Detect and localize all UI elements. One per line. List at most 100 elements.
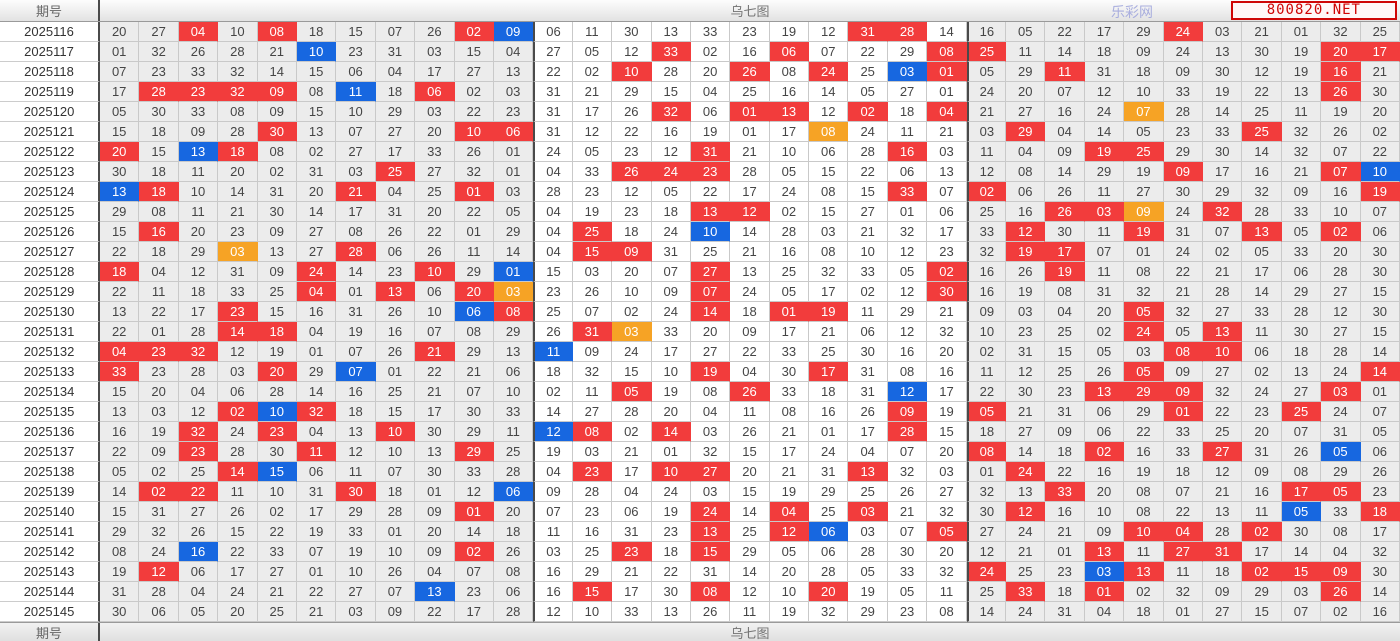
red-ball-cell: 08 bbox=[493, 302, 534, 322]
number-cell: 10 bbox=[375, 542, 416, 562]
number-cell: 21 bbox=[218, 202, 258, 222]
red-ball-cell: 27 bbox=[690, 462, 731, 482]
number-cell: 08 bbox=[493, 562, 534, 582]
period-cell: 2025121 bbox=[0, 122, 100, 142]
watermark-text: 乐彩网 bbox=[1111, 4, 1153, 20]
number-cell: 13 bbox=[927, 162, 967, 182]
number-cell: 16 bbox=[887, 342, 928, 362]
number-cell: 33 bbox=[1321, 502, 1361, 522]
number-cell: 03 bbox=[572, 262, 613, 282]
number-cell: 15 bbox=[100, 502, 140, 522]
number-cell: 06 bbox=[927, 202, 967, 222]
number-cell: 28 bbox=[848, 542, 888, 562]
number-cell: 04 bbox=[533, 222, 573, 242]
period-cell: 2025131 bbox=[0, 322, 100, 342]
number-cell: 06 bbox=[690, 102, 731, 122]
number-cell: 25 bbox=[966, 202, 1007, 222]
number-cell: 19 bbox=[769, 602, 810, 622]
number-cell: 19 bbox=[336, 542, 376, 562]
red-ball-cell: 04 bbox=[296, 282, 337, 302]
red-ball-cell: 23 bbox=[257, 422, 297, 442]
number-cell: 29 bbox=[178, 242, 219, 262]
red-ball-cell: 15 bbox=[1281, 562, 1322, 582]
number-cell: 31 bbox=[1321, 422, 1361, 442]
number-cell: 01 bbox=[1163, 602, 1204, 622]
number-cell: 22 bbox=[690, 182, 731, 202]
period-cell: 2025145 bbox=[0, 602, 100, 622]
number-cell: 27 bbox=[1006, 102, 1046, 122]
number-cell: 32 bbox=[218, 62, 258, 82]
red-ball-cell: 15 bbox=[572, 242, 613, 262]
table-row: 2025120 05 30 33 08 09 15 10 29 03 22 23 31 17 26 32 06 0… bbox=[0, 102, 1400, 122]
number-cell: 07 bbox=[100, 62, 140, 82]
red-ball-cell: 02 bbox=[927, 262, 967, 282]
number-cell: 29 bbox=[730, 542, 770, 562]
period-cell: 2025128 bbox=[0, 262, 100, 282]
number-cell: 17 bbox=[1242, 262, 1282, 282]
table-row: 2025131 22 01 28 14 18 04 19 16 07 08 29 26 31 03 33 20 0… bbox=[0, 322, 1400, 342]
number-cell: 30 bbox=[415, 422, 455, 442]
chart-title: 乌七图 bbox=[730, 4, 770, 19]
number-cell: 27 bbox=[375, 122, 416, 142]
number-cell: 29 bbox=[1321, 462, 1361, 482]
number-cell: 03 bbox=[966, 122, 1007, 142]
red-ball-cell: 31 bbox=[1203, 542, 1243, 562]
number-cell: 30 bbox=[1360, 262, 1400, 282]
table-row: 2025141 29 32 26 15 22 19 33 01 20 14 18 11 16 31 23 13 2… bbox=[0, 522, 1400, 542]
number-cell: 20 bbox=[415, 522, 455, 542]
number-cell: 28 bbox=[1321, 342, 1361, 362]
number-cell: 33 bbox=[572, 162, 613, 182]
table-row: 2025129 22 11 18 33 25 04 01 13 06 20 03 23 26 10 09 07 2… bbox=[0, 282, 1400, 302]
table-row: 2025140 15 31 27 26 02 17 29 28 09 01 20 07 23 06 19 24 1… bbox=[0, 502, 1400, 522]
number-cell: 21 bbox=[769, 422, 810, 442]
number-cell: 07 bbox=[1203, 222, 1243, 242]
red-ball-cell: 24 bbox=[690, 502, 731, 522]
red-ball-cell: 19 bbox=[809, 302, 849, 322]
number-cell: 26 bbox=[178, 42, 219, 62]
number-cell: 28 bbox=[178, 322, 219, 342]
number-cell: 25 bbox=[1045, 322, 1085, 342]
number-cell: 22 bbox=[651, 562, 691, 582]
number-cell: 20 bbox=[690, 62, 731, 82]
number-cell: 25 bbox=[257, 602, 297, 622]
number-cell: 32 bbox=[139, 42, 179, 62]
number-cell: 22 bbox=[296, 582, 337, 602]
number-cell: 26 bbox=[493, 542, 534, 562]
number-cell: 05 bbox=[769, 282, 810, 302]
number-cell: 29 bbox=[454, 422, 494, 442]
number-cell: 11 bbox=[572, 382, 613, 402]
number-cell: 15 bbox=[730, 442, 770, 462]
number-cell: 05 bbox=[1124, 122, 1164, 142]
red-ball-cell: 13 bbox=[690, 522, 731, 542]
table-row: 2025121 15 18 09 28 30 13 07 27 20 10 06 31 12 22 16 19 0… bbox=[0, 122, 1400, 142]
number-cell: 28 bbox=[218, 42, 258, 62]
orange-ball-cell: 03 bbox=[493, 282, 534, 302]
number-cell: 24 bbox=[218, 582, 258, 602]
number-cell: 27 bbox=[178, 502, 219, 522]
number-cell: 15 bbox=[809, 202, 849, 222]
number-cell: 06 bbox=[809, 542, 849, 562]
number-cell: 15 bbox=[100, 122, 140, 142]
number-cell: 33 bbox=[690, 22, 731, 42]
number-cell: 28 bbox=[809, 562, 849, 582]
number-cell: 21 bbox=[848, 222, 888, 242]
red-ball-cell: 12 bbox=[730, 202, 770, 222]
red-ball-cell: 11 bbox=[296, 442, 337, 462]
number-cell: 32 bbox=[454, 162, 494, 182]
number-cell: 03 bbox=[336, 162, 376, 182]
number-cell: 26 bbox=[690, 602, 731, 622]
number-cell: 04 bbox=[1321, 542, 1361, 562]
number-cell: 03 bbox=[1203, 22, 1243, 42]
number-cell: 21 bbox=[1006, 402, 1046, 422]
number-cell: 03 bbox=[809, 222, 849, 242]
number-cell: 31 bbox=[375, 42, 416, 62]
period-cell: 2025122 bbox=[0, 142, 100, 162]
table-row: 2025143 19 12 06 17 27 01 10 26 04 07 08 16 29 21 22 31 1… bbox=[0, 562, 1400, 582]
number-cell: 18 bbox=[651, 542, 691, 562]
number-cell: 31 bbox=[296, 162, 337, 182]
number-cell: 05 bbox=[887, 582, 928, 602]
number-cell: 05 bbox=[572, 42, 613, 62]
number-cell: 16 bbox=[809, 402, 849, 422]
number-cell: 33 bbox=[415, 142, 455, 162]
red-ball-cell: 23 bbox=[218, 302, 258, 322]
